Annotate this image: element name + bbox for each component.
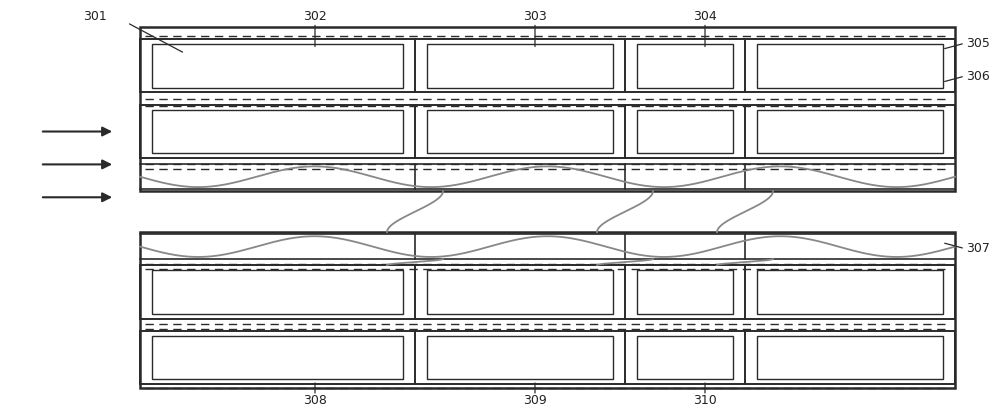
Text: 302: 302 <box>303 10 327 23</box>
Text: 309: 309 <box>523 394 547 407</box>
Bar <box>140 331 955 384</box>
Bar <box>152 336 403 379</box>
Text: 308: 308 <box>303 394 327 407</box>
Bar <box>757 110 943 153</box>
Text: 301: 301 <box>83 10 107 23</box>
Text: 305: 305 <box>966 37 990 50</box>
Bar <box>637 44 733 88</box>
Text: 303: 303 <box>523 10 547 23</box>
Bar <box>140 39 955 92</box>
Bar <box>427 110 613 153</box>
Bar <box>757 336 943 379</box>
Bar <box>427 270 613 314</box>
Bar <box>152 110 403 153</box>
Text: 307: 307 <box>966 242 990 255</box>
Text: 306: 306 <box>966 69 990 83</box>
Bar <box>140 27 955 191</box>
Bar <box>757 44 943 88</box>
Bar <box>427 336 613 379</box>
Text: 310: 310 <box>693 394 717 407</box>
Bar <box>152 44 403 88</box>
Bar <box>637 336 733 379</box>
Bar <box>140 232 955 388</box>
Bar <box>427 44 613 88</box>
Bar <box>757 270 943 314</box>
Bar <box>140 265 955 319</box>
Bar <box>637 110 733 153</box>
Bar <box>152 270 403 314</box>
Bar <box>637 270 733 314</box>
Text: 304: 304 <box>693 10 717 23</box>
Bar <box>140 105 955 158</box>
